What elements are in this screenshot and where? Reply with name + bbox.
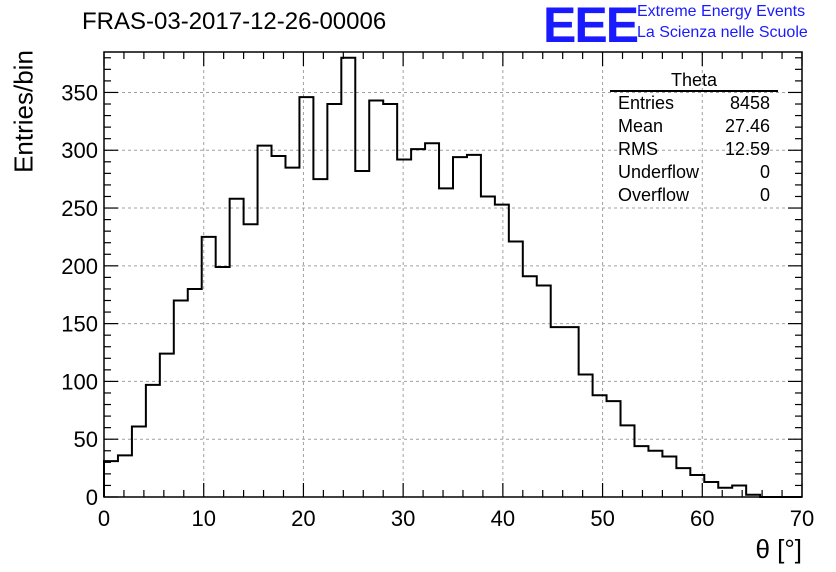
- x-tick-label: 30: [391, 506, 415, 531]
- stats-title: Theta: [610, 70, 778, 92]
- y-tick-label: 150: [61, 312, 98, 337]
- y-tick-label: 300: [61, 138, 98, 163]
- y-tick-label: 350: [61, 80, 98, 105]
- stats-label: Mean: [618, 116, 664, 136]
- y-tick-label: 100: [61, 369, 98, 394]
- stats-row-entries: Entries 8458: [610, 92, 778, 115]
- grid-lines: [104, 52, 802, 497]
- stats-label: Overflow: [618, 185, 690, 205]
- plot-frame: [103, 51, 803, 498]
- stats-box: Theta Entries 8458 Mean 27.46 RMS 12.59 …: [610, 70, 778, 207]
- stats-row-mean: Mean 27.46: [610, 115, 778, 138]
- x-axis-label: θ [°]: [755, 534, 802, 564]
- stats-value: 8458: [729, 93, 770, 113]
- x-tick-label: 70: [790, 506, 814, 531]
- x-tick-label: 40: [491, 506, 515, 531]
- axis-ticks: [103, 52, 803, 498]
- stats-label: Entries: [618, 93, 675, 113]
- x-tick-label: 20: [291, 506, 315, 531]
- stats-row-overflow: Overflow 0: [610, 184, 778, 207]
- x-tick-label: 0: [98, 506, 110, 531]
- x-tick-label: 60: [690, 506, 714, 531]
- eee-logo: EEE: [543, 0, 639, 53]
- y-tick-labels: 0 50 100 150 200 250 300 350: [61, 80, 98, 510]
- logo-text-line-1: Extreme Energy Events: [637, 3, 806, 20]
- stats-value: 0: [759, 185, 770, 205]
- stats-value: 27.46: [724, 116, 770, 136]
- y-tick-label: 200: [61, 254, 98, 279]
- histogram-line: [103, 56, 802, 498]
- stats-row-underflow: Underflow 0: [610, 161, 778, 184]
- x-tick-label: 10: [191, 506, 215, 531]
- stats-value: 12.59: [724, 139, 770, 159]
- x-tick-label: 50: [590, 506, 614, 531]
- stats-row-rms: RMS 12.59: [610, 138, 778, 161]
- stats-label: Underflow: [618, 162, 700, 182]
- y-axis-label: Entries/bin: [8, 50, 39, 173]
- y-tick-label: 250: [61, 196, 98, 221]
- stats-value: 0: [759, 162, 770, 182]
- y-tick-label: 0: [86, 485, 98, 510]
- y-tick-label: 50: [74, 427, 98, 452]
- chart-title: FRAS-03-2017-12-26-00006: [82, 8, 387, 35]
- x-tick-labels: 0 10 20 30 40 50 60 70: [98, 506, 814, 531]
- stats-label: RMS: [618, 139, 658, 159]
- logo-text-line-2: La Scienza nelle Scuole: [637, 24, 808, 41]
